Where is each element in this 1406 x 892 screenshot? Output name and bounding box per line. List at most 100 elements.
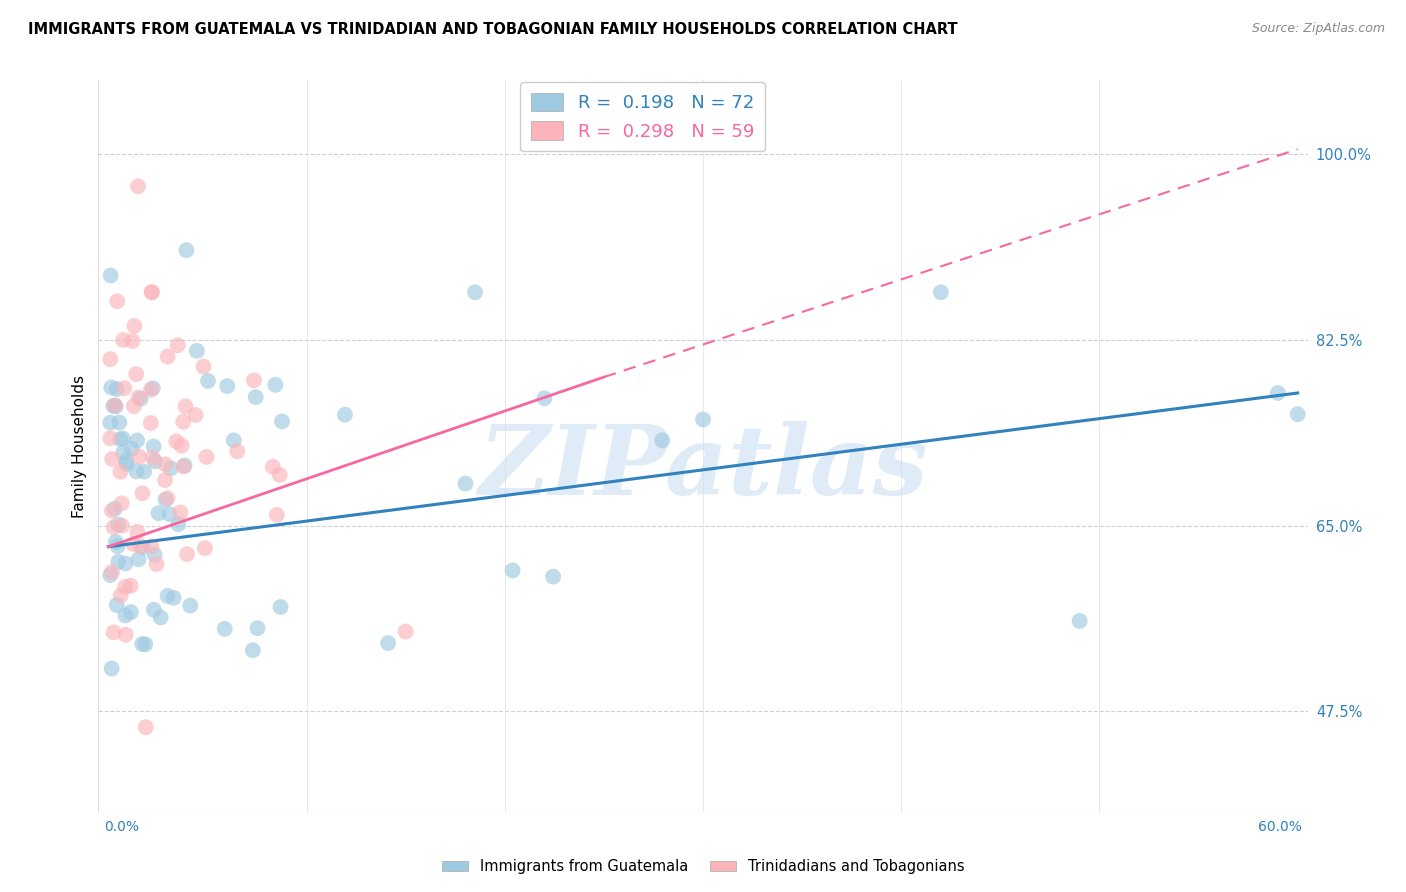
Point [1069, 614, 1091, 628]
Point [127, 391, 149, 405]
Point [108, 432, 131, 446]
Legend: R =  0.198   N = 72, R =  0.298   N = 59: R = 0.198 N = 72, R = 0.298 N = 59 [520, 82, 765, 152]
Point [129, 392, 152, 406]
Point [176, 547, 198, 561]
Point [174, 399, 197, 413]
Point [165, 434, 187, 449]
Point [139, 416, 162, 430]
Point [170, 439, 193, 453]
Y-axis label: Family Households: Family Households [72, 375, 87, 517]
Point [107, 555, 129, 569]
Point [155, 492, 177, 507]
Point [217, 379, 239, 393]
Point [148, 506, 170, 520]
Point [269, 467, 291, 482]
Point [142, 450, 165, 465]
Point [132, 465, 155, 479]
Point [167, 517, 190, 532]
Point [98, 568, 121, 582]
Point [149, 610, 172, 624]
Point [155, 458, 177, 472]
Point [101, 452, 124, 467]
Point [135, 720, 157, 734]
Point [1286, 407, 1309, 421]
Point [121, 334, 143, 348]
Point [132, 541, 155, 555]
Point [169, 505, 191, 519]
Point [104, 398, 127, 412]
Point [264, 377, 287, 392]
Point [194, 541, 217, 555]
Point [127, 524, 149, 539]
Point [193, 359, 215, 374]
Point [166, 338, 188, 352]
Point [111, 432, 134, 446]
Point [100, 380, 122, 394]
Point [105, 382, 128, 396]
Point [129, 539, 152, 553]
Point [156, 491, 179, 505]
Point [105, 598, 128, 612]
Point [176, 243, 198, 257]
Point [112, 381, 135, 395]
Point [107, 539, 129, 553]
Point [184, 408, 207, 422]
Point [120, 605, 142, 619]
Point [162, 591, 184, 605]
Point [692, 412, 714, 426]
Point [110, 465, 132, 479]
Text: 60.0%: 60.0% [1258, 821, 1302, 834]
Point [122, 537, 145, 551]
Text: Source: ZipAtlas.com: Source: ZipAtlas.com [1251, 22, 1385, 36]
Point [125, 367, 148, 381]
Point [101, 565, 124, 579]
Point [100, 268, 122, 283]
Point [245, 390, 267, 404]
Point [141, 285, 163, 300]
Point [1267, 386, 1289, 401]
Point [141, 540, 163, 554]
Point [159, 461, 181, 475]
Point [464, 285, 486, 300]
Point [142, 381, 165, 395]
Point [179, 599, 201, 613]
Point [114, 580, 136, 594]
Point [246, 621, 269, 635]
Point [533, 392, 555, 406]
Point [120, 579, 142, 593]
Point [100, 661, 122, 675]
Point [333, 408, 356, 422]
Point [134, 637, 156, 651]
Point [131, 486, 153, 500]
Point [107, 517, 129, 532]
Point [172, 415, 194, 429]
Point [128, 552, 150, 566]
Point [114, 608, 136, 623]
Point [141, 285, 163, 300]
Point [395, 624, 418, 639]
Point [186, 343, 208, 358]
Point [929, 285, 952, 300]
Point [125, 434, 148, 448]
Point [454, 476, 477, 491]
Point [103, 399, 125, 413]
Point [112, 446, 135, 460]
Point [110, 588, 132, 602]
Point [121, 442, 143, 456]
Point [172, 459, 194, 474]
Point [143, 454, 166, 468]
Point [115, 454, 138, 468]
Point [103, 625, 125, 640]
Point [143, 548, 166, 562]
Point [142, 440, 165, 454]
Point [502, 563, 524, 577]
Point [651, 434, 673, 448]
Point [266, 508, 288, 522]
Point [214, 622, 236, 636]
Point [101, 504, 124, 518]
Point [105, 294, 128, 309]
Legend: Immigrants from Guatemala, Trinidadians and Tobagonians: Immigrants from Guatemala, Trinidadians … [436, 854, 970, 880]
Point [114, 628, 136, 642]
Point [98, 416, 121, 430]
Point [103, 520, 125, 534]
